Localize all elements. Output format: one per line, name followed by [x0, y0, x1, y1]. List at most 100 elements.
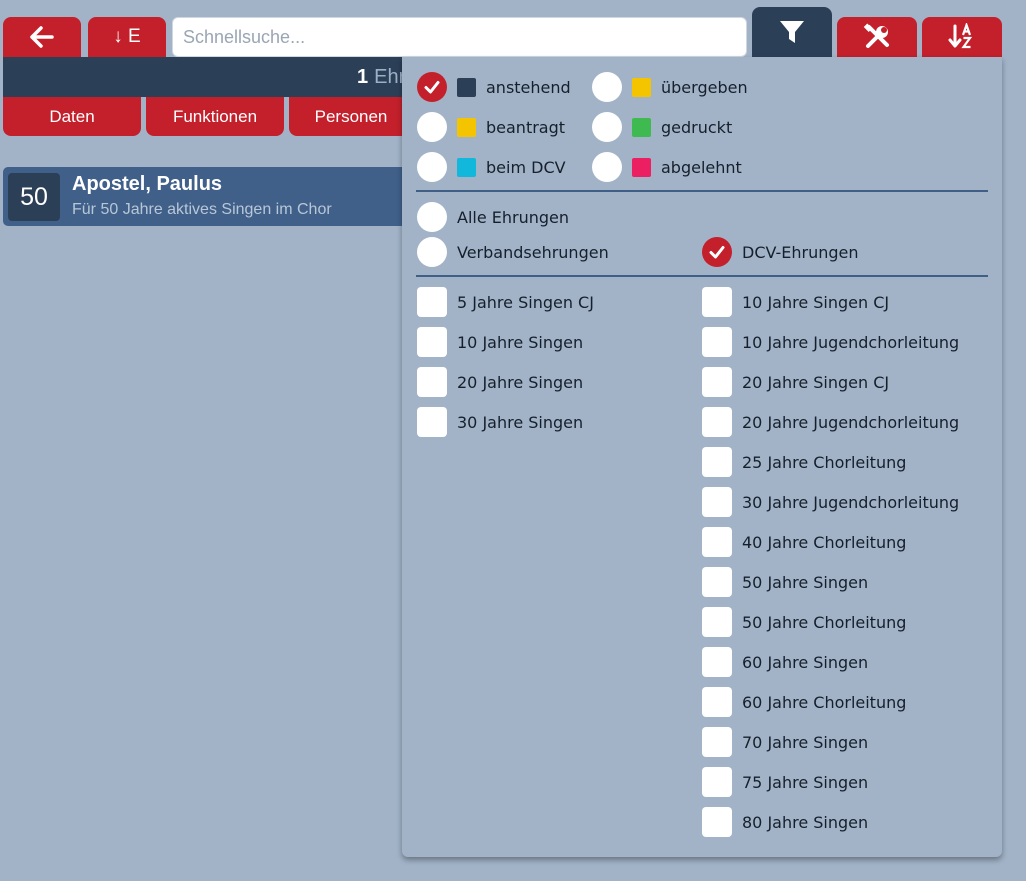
option-label: 20 Jahre Singen CJ — [742, 372, 890, 392]
sort-alpha-down-icon — [948, 23, 973, 49]
checkbox[interactable] — [417, 327, 447, 357]
checkbox[interactable] — [702, 687, 732, 717]
radio-button[interactable] — [592, 72, 622, 102]
result-count-bar: 1 Ehr — [3, 57, 413, 97]
checkbox-option[interactable]: 70 Jahre Singen — [702, 727, 868, 757]
option-label: Alle Ehrungen — [457, 207, 570, 227]
radio-option[interactable]: beim DCV — [417, 152, 566, 182]
option-label: 80 Jahre Singen — [742, 812, 869, 832]
option-label: 75 Jahre Singen — [742, 772, 869, 792]
option-label: 40 Jahre Chorleitung — [742, 532, 907, 552]
divider — [416, 190, 988, 192]
radio-button[interactable] — [417, 152, 447, 182]
option-label: 60 Jahre Chorleitung — [742, 692, 907, 712]
result-count: 1 — [357, 65, 369, 88]
tab-daten[interactable]: Daten — [3, 97, 141, 136]
checkbox[interactable] — [702, 727, 732, 757]
radio-option[interactable]: Verbandsehrungen — [417, 237, 609, 267]
checkbox-option[interactable]: 80 Jahre Singen — [702, 807, 868, 837]
option-label: gedruckt — [661, 117, 733, 137]
filter-icon — [780, 21, 804, 43]
checkbox-option[interactable]: 20 Jahre Singen CJ — [702, 367, 889, 397]
checkbox[interactable] — [702, 287, 732, 317]
checkbox-option[interactable]: 10 Jahre Jugendchorleitung — [702, 327, 959, 357]
option-label: 30 Jahre Jugendchorleitung — [742, 492, 960, 512]
back-button[interactable] — [3, 17, 81, 57]
option-label: 50 Jahre Singen — [742, 572, 869, 592]
checkbox[interactable] — [417, 407, 447, 437]
checkbox-option[interactable]: 30 Jahre Jugendchorleitung — [702, 487, 959, 517]
result-count-label: Ehr — [374, 65, 406, 88]
checkbox-option[interactable]: 40 Jahre Chorleitung — [702, 527, 906, 557]
radio-option[interactable]: beantragt — [417, 112, 565, 142]
option-label: 10 Jahre Singen — [457, 332, 584, 352]
checkbox[interactable] — [702, 407, 732, 437]
checkbox-option[interactable]: 20 Jahre Singen — [417, 367, 583, 397]
checkmark-icon — [424, 81, 440, 94]
checkbox-option[interactable]: 5 Jahre Singen CJ — [417, 287, 594, 317]
option-label: 70 Jahre Singen — [742, 732, 869, 752]
checkbox-option[interactable]: 10 Jahre Singen CJ — [702, 287, 889, 317]
option-label: anstehend — [486, 77, 571, 97]
tab-personen[interactable]: Personen — [289, 97, 413, 136]
radio-option[interactable]: Alle Ehrungen — [417, 202, 569, 232]
status-color-swatch — [457, 77, 476, 97]
sort-e-button[interactable]: ↓ E — [88, 17, 166, 57]
radio-option[interactable]: anstehend — [417, 72, 571, 102]
option-label: 30 Jahre Singen — [457, 412, 584, 432]
years-badge: 50 — [8, 173, 60, 221]
checkbox[interactable] — [417, 287, 447, 317]
list-item[interactable]: 50 Apostel, Paulus Für 50 Jahre aktives … — [3, 167, 413, 226]
checkbox-option[interactable]: 60 Jahre Chorleitung — [702, 687, 906, 717]
checkbox[interactable] — [702, 367, 732, 397]
option-label: DCV-Ehrungen — [742, 242, 859, 262]
option-label: abgelehnt — [661, 157, 742, 177]
status-color-swatch — [457, 117, 476, 137]
checkbox-option[interactable]: 50 Jahre Chorleitung — [702, 607, 906, 637]
radio-option[interactable]: abgelehnt — [592, 152, 742, 182]
record-name: Apostel, Paulus — [72, 173, 223, 195]
checkbox[interactable] — [417, 367, 447, 397]
checkbox-option[interactable]: 30 Jahre Singen — [417, 407, 583, 437]
radio-option[interactable]: gedruckt — [592, 112, 732, 142]
checkbox[interactable] — [702, 607, 732, 637]
status-color-swatch — [632, 77, 651, 97]
checkbox[interactable] — [702, 447, 732, 477]
radio-button[interactable] — [592, 152, 622, 182]
checkbox-option[interactable]: 25 Jahre Chorleitung — [702, 447, 906, 477]
option-label: 5 Jahre Singen CJ — [457, 292, 594, 312]
radio-button[interactable] — [417, 237, 447, 267]
checkbox-option[interactable]: 10 Jahre Singen — [417, 327, 583, 357]
radio-option[interactable]: übergeben — [592, 72, 748, 102]
radio-option[interactable]: DCV-Ehrungen — [702, 237, 859, 267]
checkbox-option[interactable]: 20 Jahre Jugendchorleitung — [702, 407, 959, 437]
option-label: Verbandsehrungen — [457, 242, 609, 262]
option-label: 10 Jahre Jugendchorleitung — [742, 332, 960, 352]
radio-button[interactable] — [702, 237, 732, 267]
radio-button[interactable] — [417, 202, 447, 232]
checkbox[interactable] — [702, 647, 732, 677]
radio-button[interactable] — [417, 112, 447, 142]
status-color-swatch — [632, 117, 651, 137]
checkbox[interactable] — [702, 767, 732, 797]
radio-button[interactable] — [592, 112, 622, 142]
checkbox[interactable] — [702, 487, 732, 517]
record-description: Für 50 Jahre aktives Singen im Chor — [72, 201, 332, 218]
tab-funktionen[interactable]: Funktionen — [146, 97, 284, 136]
checkbox-option[interactable]: 50 Jahre Singen — [702, 567, 868, 597]
option-label: beantragt — [486, 117, 566, 137]
tools-button[interactable] — [837, 17, 917, 57]
search-input[interactable] — [172, 17, 747, 57]
checkbox[interactable] — [702, 327, 732, 357]
checkbox[interactable] — [702, 527, 732, 557]
checkbox-option[interactable]: 75 Jahre Singen — [702, 767, 868, 797]
checkbox[interactable] — [702, 807, 732, 837]
checkbox[interactable] — [702, 567, 732, 597]
option-label: 20 Jahre Jugendchorleitung — [742, 412, 960, 432]
arrow-left-icon — [30, 26, 54, 48]
radio-button[interactable] — [417, 72, 447, 102]
option-label: 20 Jahre Singen — [457, 372, 584, 392]
filter-button[interactable] — [752, 7, 832, 57]
sort-az-button[interactable] — [922, 17, 1002, 57]
checkbox-option[interactable]: 60 Jahre Singen — [702, 647, 868, 677]
